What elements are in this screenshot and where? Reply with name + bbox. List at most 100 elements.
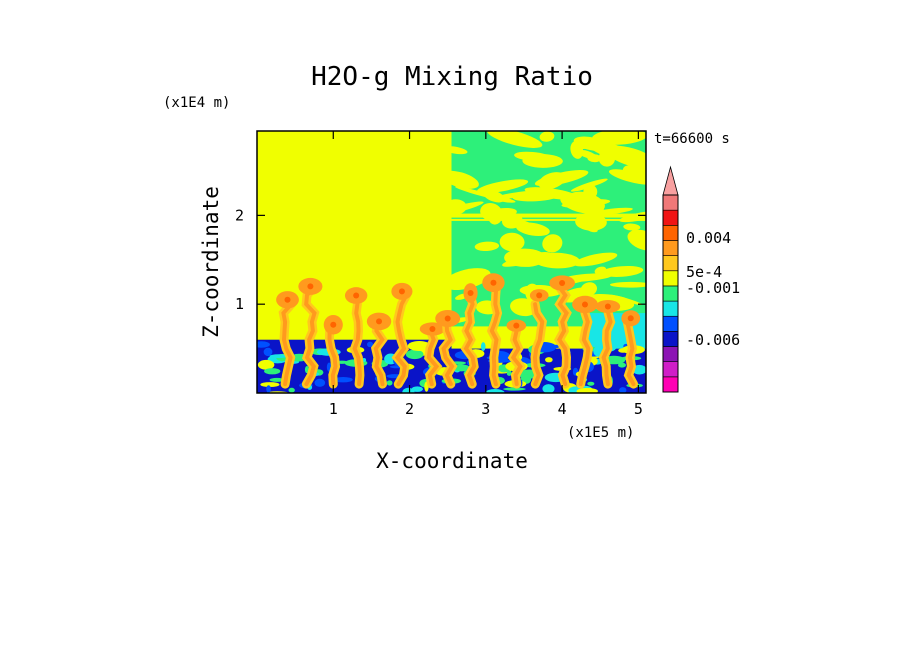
- plume-hot: [376, 318, 383, 325]
- plot-area: [257, 131, 646, 393]
- plume-core: [373, 319, 385, 387]
- x-tick-label: 1: [329, 400, 338, 418]
- plume-core: [532, 302, 545, 387]
- streak: [443, 146, 468, 155]
- lower-eddy: [386, 380, 393, 386]
- plume-core: [463, 293, 477, 387]
- lower-eddy: [367, 341, 374, 348]
- lower-eddy: [266, 385, 271, 393]
- colorbar-label: 0.004: [686, 229, 731, 247]
- plume-hot: [307, 283, 314, 290]
- plume-hot: [284, 296, 291, 303]
- colorbar-swatch: [662, 225, 679, 241]
- lower-eddy: [314, 378, 326, 387]
- field-band-line: [451, 213, 646, 218]
- plot-frame: [256, 130, 647, 394]
- plume-core: [394, 293, 409, 387]
- lower-eddy: [503, 387, 526, 391]
- plume-hot: [627, 315, 634, 322]
- streak: [504, 248, 546, 267]
- streak: [609, 281, 646, 288]
- lower-eddy: [506, 370, 512, 376]
- time-label: t=66600 s: [654, 131, 730, 147]
- colorbar-swatch: [662, 285, 679, 302]
- plume-hot: [353, 292, 360, 299]
- streak: [580, 282, 597, 297]
- plume-core: [281, 302, 294, 387]
- streak: [499, 232, 525, 252]
- streak: [494, 190, 546, 199]
- plume-hot: [429, 325, 436, 332]
- colorbar-frame: [662, 194, 679, 393]
- plume-core: [426, 328, 440, 387]
- colorbar-swatch: [662, 255, 679, 272]
- y-axis: 12: [235, 206, 646, 313]
- chart-title: H2O-g Mixing Ratio: [311, 62, 593, 92]
- plume-core: [578, 311, 591, 387]
- streak: [430, 201, 484, 217]
- x-tick-label: 3: [481, 400, 490, 418]
- streak: [578, 150, 597, 159]
- plume-hot: [513, 322, 520, 329]
- streak: [573, 252, 618, 267]
- x-tick-label: 2: [405, 400, 414, 418]
- streak: [618, 165, 646, 180]
- lower-eddy: [264, 368, 281, 375]
- streak: [487, 131, 543, 149]
- plume-hot: [581, 301, 588, 308]
- streak: [516, 222, 550, 237]
- colorbar-swatch: [662, 209, 679, 226]
- plume-core: [556, 284, 569, 387]
- field-plumes: [276, 273, 641, 389]
- streak: [474, 241, 500, 252]
- streak: [600, 266, 644, 277]
- streak: [627, 229, 646, 251]
- plume-core: [304, 284, 317, 387]
- colorbar-swatch: [662, 300, 679, 317]
- plume-hot: [398, 288, 405, 295]
- plume-core: [327, 328, 338, 387]
- x-tick-label: 4: [558, 400, 567, 418]
- lower-eddy: [407, 340, 431, 351]
- x-axis: 1 2 3 4 5: [329, 131, 643, 418]
- colorbar-swatch: [662, 331, 679, 347]
- lower-eddy: [576, 387, 598, 393]
- lower-eddy: [545, 357, 553, 363]
- y-unit-label: (x1E4 m): [163, 95, 230, 111]
- y-tick-label: 2: [235, 206, 244, 224]
- streak: [573, 136, 610, 152]
- streak: [510, 298, 538, 317]
- lower-eddy: [618, 362, 626, 368]
- lower-eddy: [619, 387, 627, 393]
- colorbar-label: 5e-4: [686, 263, 722, 281]
- x-tick-label: 5: [634, 400, 643, 418]
- y-axis-title: Z-coordinate: [199, 186, 223, 338]
- colorbar-swatch: [662, 240, 679, 256]
- streak: [623, 223, 641, 231]
- plume-core: [625, 319, 636, 387]
- plume-core: [352, 302, 362, 387]
- colorbar-swatch: [662, 315, 679, 332]
- plume-hot: [559, 280, 566, 287]
- plume-hot: [330, 321, 337, 328]
- x-axis-title: X-coordinate: [376, 449, 528, 473]
- colorbar-label: -0.001: [686, 279, 740, 297]
- field-band-line: [451, 218, 646, 221]
- lower-eddy: [260, 382, 280, 388]
- plume-core: [489, 284, 500, 387]
- colorbar-extension: [662, 165, 679, 196]
- plume-hot: [467, 289, 474, 296]
- lower-eddy: [288, 387, 295, 393]
- lower-eddy: [587, 381, 595, 386]
- plume-core: [601, 311, 613, 387]
- plume-core: [510, 328, 523, 387]
- colorbar-swatch: [662, 194, 679, 211]
- streak: [560, 193, 604, 215]
- streak: [514, 151, 551, 162]
- lower-eddy: [542, 384, 555, 393]
- lower-eddy: [333, 376, 353, 383]
- streak: [538, 172, 566, 190]
- plume-hot: [536, 292, 543, 299]
